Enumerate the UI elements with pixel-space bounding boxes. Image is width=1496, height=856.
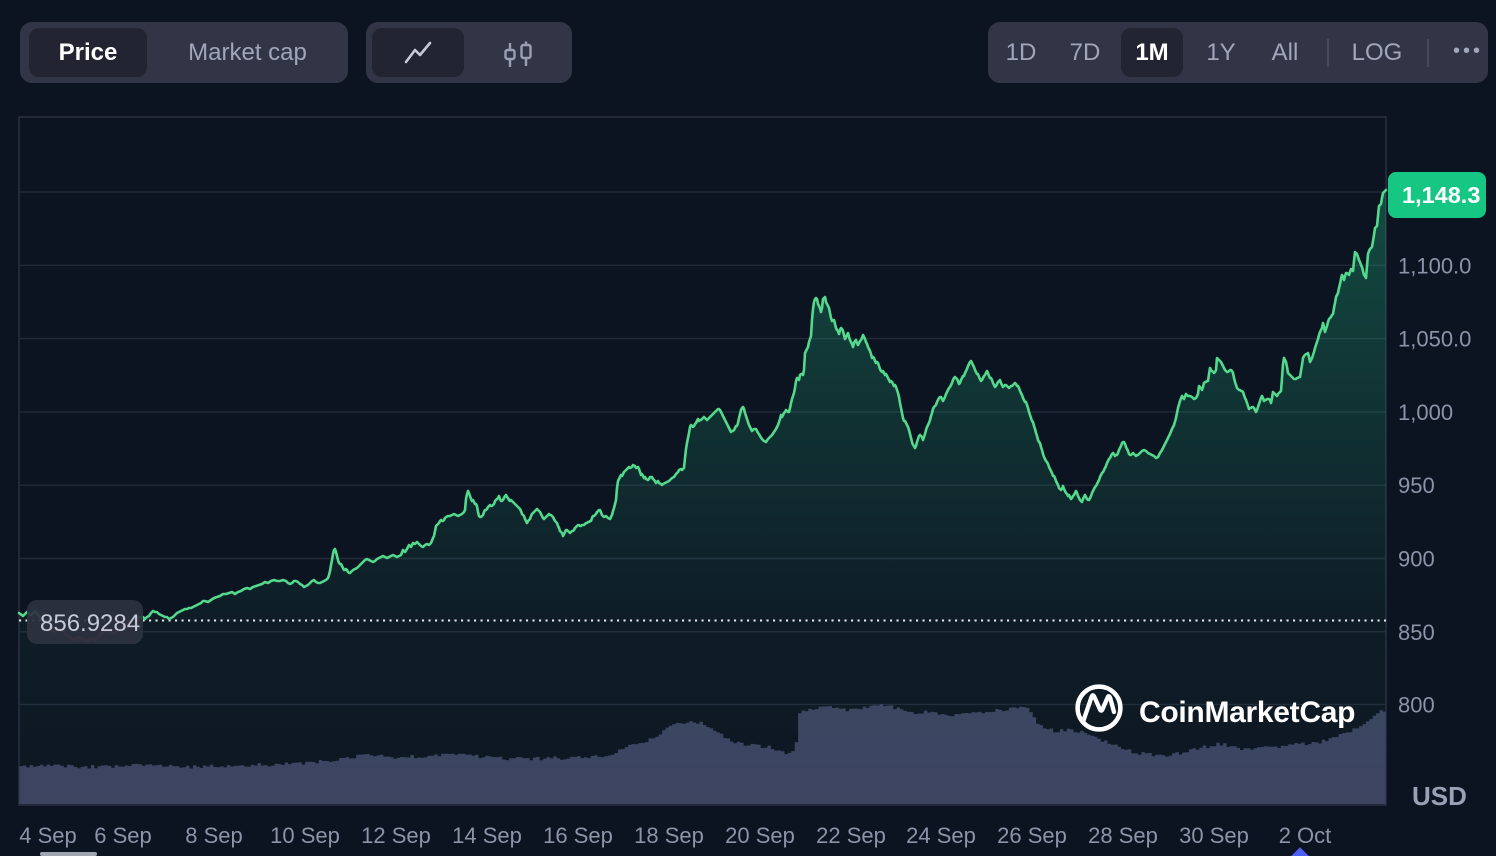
svg-text:1,100.0: 1,100.0 [1398, 253, 1471, 278]
svg-text:22 Sep: 22 Sep [816, 823, 886, 848]
svg-text:856.9284: 856.9284 [40, 610, 140, 637]
svg-text:12 Sep: 12 Sep [361, 823, 431, 848]
svg-text:4 Sep: 4 Sep [19, 823, 77, 848]
svg-text:8 Sep: 8 Sep [185, 823, 243, 848]
svg-text:6 Sep: 6 Sep [94, 823, 152, 848]
svg-text:800: 800 [1398, 692, 1435, 717]
svg-text:1,000: 1,000 [1398, 400, 1453, 425]
svg-text:1,050.0: 1,050.0 [1398, 327, 1471, 352]
svg-text:14 Sep: 14 Sep [452, 823, 522, 848]
svg-text:28 Sep: 28 Sep [1088, 823, 1158, 848]
svg-text:26 Sep: 26 Sep [997, 823, 1067, 848]
svg-text:10 Sep: 10 Sep [270, 823, 340, 848]
svg-text:16 Sep: 16 Sep [543, 823, 613, 848]
svg-text:24 Sep: 24 Sep [906, 823, 976, 848]
svg-text:18 Sep: 18 Sep [634, 823, 704, 848]
svg-text:USD: USD [1412, 781, 1467, 811]
svg-text:900: 900 [1398, 547, 1435, 572]
svg-text:950: 950 [1398, 473, 1435, 498]
svg-text:20 Sep: 20 Sep [725, 823, 795, 848]
svg-text:CoinMarketCap: CoinMarketCap [1139, 696, 1355, 729]
svg-text:1,148.3: 1,148.3 [1402, 182, 1480, 208]
svg-text:30 Sep: 30 Sep [1179, 823, 1249, 848]
svg-text:850: 850 [1398, 620, 1435, 645]
svg-text:2 Oct: 2 Oct [1279, 823, 1332, 848]
